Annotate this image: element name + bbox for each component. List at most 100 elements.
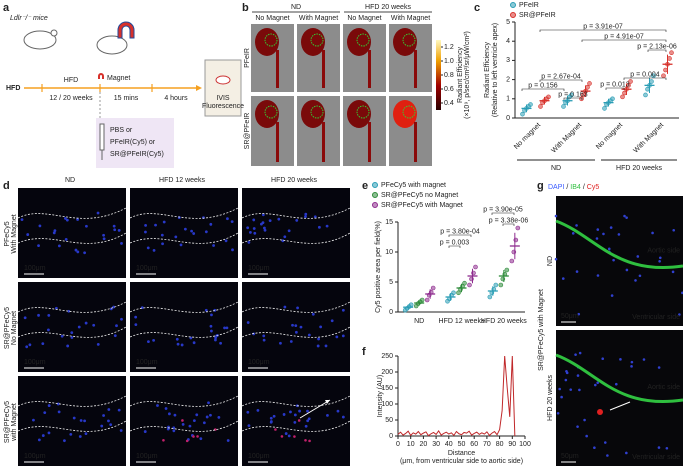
- data-point: [419, 297, 425, 303]
- nucleus: [672, 228, 676, 232]
- x-tick-label: No magnet: [595, 122, 624, 151]
- step-label: Magnet: [107, 75, 130, 82]
- vessel-boundary: [129, 232, 239, 244]
- side-label: Aortic side: [647, 384, 680, 391]
- y-tick-label: 200: [381, 369, 393, 376]
- nucleus: [70, 336, 74, 339]
- vessel-signal: [322, 122, 325, 162]
- data-point: [620, 94, 625, 100]
- data-point: [451, 290, 456, 296]
- y-axis-label: (Relative to left ventricle apex): [492, 23, 499, 117]
- nucleus: [277, 217, 281, 221]
- side-label: Ventricular side: [632, 454, 680, 461]
- scale-bar-label: 100μm: [248, 359, 270, 366]
- micrograph: [242, 188, 350, 278]
- bracket: [448, 234, 472, 237]
- legend-marker: [372, 182, 378, 188]
- nucleus: [144, 223, 147, 227]
- nucleus: [341, 415, 345, 419]
- vessel-boundary: [241, 420, 351, 432]
- data-point: [669, 50, 674, 56]
- injection-box: [96, 118, 174, 168]
- x-tick-label: 100: [519, 441, 531, 448]
- nucleus: [304, 424, 308, 428]
- cy5-signal: [185, 439, 189, 443]
- nucleus: [642, 358, 646, 361]
- group-label: HFD 20 weeks: [365, 4, 411, 11]
- y-tick-label: 5: [506, 19, 510, 26]
- nucleus: [283, 305, 287, 309]
- vessel-boundary: [17, 232, 127, 244]
- y-axis-label: Radiant Efficiency: [484, 42, 491, 98]
- nucleus: [96, 211, 100, 215]
- nucleus: [246, 321, 250, 324]
- nucleus: [107, 408, 111, 411]
- nucleus: [209, 222, 213, 226]
- panel-label: a: [3, 2, 10, 14]
- nucleus: [623, 214, 626, 218]
- nucleus: [612, 258, 615, 262]
- timeline-arrow: [196, 85, 202, 91]
- colorbar-tick-label: 1.0: [444, 58, 454, 65]
- data-point: [622, 90, 627, 96]
- data-point: [493, 282, 499, 288]
- syringe: [99, 123, 105, 151]
- nucleus: [625, 268, 629, 272]
- vessel-boundary: [241, 326, 351, 338]
- nucleus: [38, 224, 42, 228]
- legend-marker: [372, 192, 378, 198]
- data-point: [587, 81, 592, 86]
- bracket: [448, 245, 461, 248]
- bracket: [623, 77, 667, 80]
- legend-marker: [510, 2, 516, 8]
- bracket: [539, 79, 583, 82]
- mice-label: Ldlr⁻/⁻ mice: [10, 15, 48, 22]
- nucleus: [609, 226, 613, 229]
- nucleus: [291, 323, 294, 327]
- nucleus: [317, 337, 320, 341]
- nucleus: [113, 334, 117, 338]
- nucleus: [120, 242, 123, 245]
- legend-marker: [372, 202, 378, 208]
- injection-label: PFeIR(Cy5) or: [110, 139, 156, 146]
- bracket: [563, 97, 583, 100]
- heart-signal: [393, 28, 417, 56]
- vessel-boundary: [129, 420, 239, 432]
- column-label: No Magnet: [255, 15, 289, 22]
- nucleus: [657, 446, 661, 449]
- roi: [356, 105, 370, 119]
- ib4-layer: [555, 353, 683, 403]
- nucleus: [37, 244, 40, 248]
- nucleus: [614, 382, 618, 386]
- nucleus: [175, 337, 179, 341]
- data-point: [661, 73, 666, 79]
- nucleus: [565, 371, 569, 375]
- cy5-signal: [280, 435, 284, 438]
- nucleus: [263, 228, 267, 232]
- vessel-boundary: [129, 207, 239, 219]
- nucleus: [210, 329, 213, 333]
- row-label: SR@PFeCy5: [4, 401, 11, 443]
- data-point: [643, 92, 648, 98]
- nucleus: [658, 256, 662, 260]
- nucleus: [253, 231, 257, 235]
- nucleus: [156, 404, 159, 407]
- vessel-boundary: [17, 207, 127, 219]
- legend-label: SR@PFeCy5 with Magnet: [381, 202, 463, 209]
- x-tick-label: 50: [458, 441, 466, 448]
- nucleus: [102, 237, 106, 241]
- nucleus: [262, 334, 266, 338]
- nucleus: [252, 218, 256, 222]
- y-axis-label: Cy5 positive area per field(%): [375, 221, 382, 313]
- readout-box: [204, 59, 242, 117]
- nucleus: [109, 423, 113, 427]
- colorbar: [436, 40, 441, 110]
- nucleus: [262, 338, 266, 342]
- nucleus: [172, 429, 176, 433]
- colorbar-tick-label: 0.6: [444, 86, 454, 93]
- legend-marker: [510, 12, 516, 18]
- y-tick-label: 3: [506, 57, 510, 64]
- column-label: With Magnet: [299, 15, 338, 22]
- nucleus: [306, 419, 310, 423]
- nucleus: [560, 395, 563, 399]
